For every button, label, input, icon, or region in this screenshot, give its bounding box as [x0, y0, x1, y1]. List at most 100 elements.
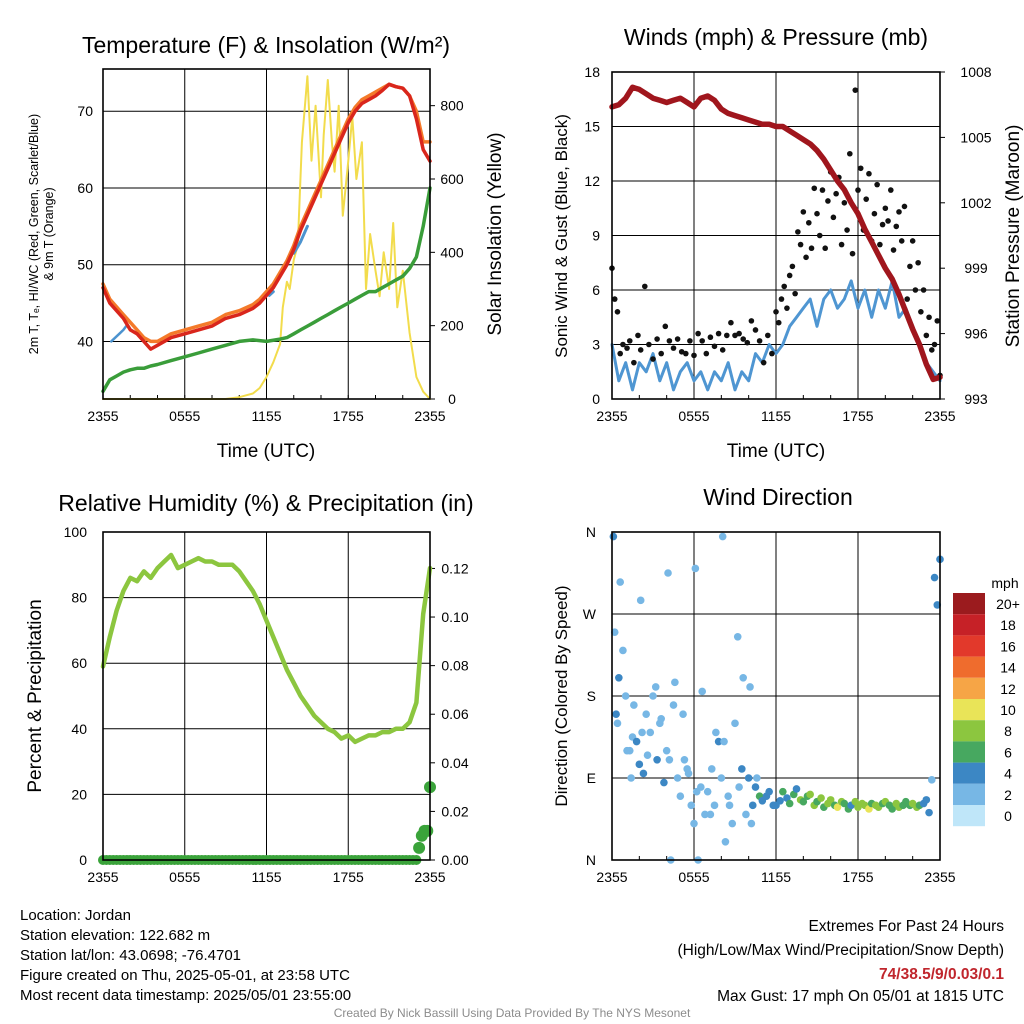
direction-point [710, 801, 719, 810]
direction-point [639, 769, 648, 778]
dir-chart-title: Wind Direction [703, 484, 853, 510]
max-gust-text: Max Gust: 17 mph On 05/01 at 1815 UTC [717, 988, 1004, 1005]
extremes-subtitle: (High/Low/Max Wind/Precipitation/Snow De… [677, 942, 1005, 959]
direction-point [691, 564, 700, 573]
gust-point [786, 272, 793, 279]
direction-point [630, 701, 638, 709]
gust-point [760, 359, 767, 366]
legend-swatch [953, 805, 985, 827]
temp-x-tick-label: 0555 [169, 408, 200, 424]
gust-point [781, 283, 787, 290]
wind-x-tick-label: 1155 [761, 408, 791, 424]
temp-y-tick-label: 60 [77, 180, 93, 196]
gust-point [662, 323, 669, 330]
temp-y-axis-label-1: 2m T, Tₑ, HI/WC (Red, Green, Scarlet/Blu… [27, 114, 41, 354]
gust-point [877, 241, 883, 248]
direction-point [649, 692, 657, 700]
gust-point [896, 209, 902, 215]
gust-point [847, 150, 853, 157]
gust-point [784, 305, 790, 311]
gust-point [874, 181, 880, 188]
direction-point [735, 783, 743, 791]
wind-x-tick-label: 2355 [596, 408, 627, 424]
gust-point [934, 318, 941, 324]
wind-y2-axis-label: Station Pressure (Maroon) [1003, 125, 1024, 348]
direction-point [612, 710, 620, 719]
gust-point [822, 245, 828, 252]
temp-series-line [109, 324, 128, 343]
gust-point [715, 330, 722, 337]
legend-label: 14 [1000, 660, 1016, 676]
gust-point [635, 332, 641, 339]
temp-y-tick-label: 70 [77, 103, 93, 119]
direction-point [799, 797, 808, 806]
legend-swatch [953, 656, 985, 678]
gust-point [797, 241, 804, 248]
gust-point [918, 309, 924, 315]
direction-point [826, 796, 835, 804]
wind-y-tick-label: 9 [592, 228, 600, 244]
legend-label: 18 [1000, 617, 1016, 633]
direction-point [707, 765, 716, 773]
direction-point [792, 785, 801, 793]
gust-point [691, 352, 697, 359]
wind-x-tick-label: 0555 [678, 408, 709, 424]
wind-y2-tick-label: 1005 [960, 129, 991, 145]
gust-point [803, 254, 809, 261]
direction-point [721, 837, 730, 846]
direction-point [680, 755, 689, 764]
gust-point [885, 218, 891, 224]
direction-point [840, 799, 849, 808]
rh-y2-tick-label: 0.04 [441, 755, 468, 771]
temp-y2-tick-label: 200 [440, 318, 464, 334]
direction-point [610, 628, 619, 637]
rh-x-tick-label: 2355 [414, 869, 445, 885]
direction-point [657, 714, 665, 723]
gust-point [620, 341, 626, 348]
gust-point [855, 187, 861, 193]
direction-point [765, 787, 773, 796]
gust-point [719, 347, 726, 353]
gust-point [752, 327, 759, 333]
gust-point [909, 238, 916, 244]
temp-series-line [267, 290, 275, 297]
rh-y2-tick-label: 0.06 [441, 706, 468, 722]
wind-x-axis-label: Time (UTC) [727, 441, 826, 462]
location-text: Location: Jordan [20, 907, 131, 924]
gust-point [800, 209, 807, 215]
dir-x-tick-label: 0555 [678, 869, 709, 885]
rh-y-tick-label: 100 [64, 524, 88, 540]
gust-point [626, 338, 633, 344]
gust-point [670, 345, 677, 351]
rh-y-tick-label: 0 [79, 852, 87, 868]
rh-x-tick-label: 1755 [333, 869, 364, 885]
gust-point [806, 219, 812, 226]
direction-point [833, 803, 842, 811]
gust-point [912, 287, 919, 293]
direction-point [742, 810, 750, 819]
temp-x-axis-label: Time (UTC) [217, 441, 316, 462]
extremes-values: 74/38.5/9/0.03/0.1 [879, 966, 1004, 983]
temp-y2-axis-label: Solar Insolation (Yellow) [485, 132, 506, 335]
precip-point [421, 824, 434, 837]
direction-point [690, 819, 698, 828]
direction-point [706, 810, 715, 819]
direction-point [679, 710, 687, 719]
gust-point [926, 314, 932, 321]
gust-point [852, 87, 859, 93]
gust-point [789, 263, 796, 270]
legend-label: 8 [1004, 723, 1012, 739]
temp-series-line [101, 82, 432, 351]
gust-point [674, 336, 681, 342]
direction-point [635, 760, 644, 769]
legend-label: 0 [1004, 808, 1012, 824]
direction-point [746, 683, 754, 691]
gust-point [814, 210, 820, 217]
legend-label: 20+ [996, 596, 1020, 612]
gust-point [844, 227, 850, 233]
legend-swatch [953, 593, 985, 615]
credit-text: Created By Nick Bassill Using Data Provi… [333, 1006, 691, 1020]
wind-y-tick-label: 12 [584, 173, 600, 189]
direction-point [718, 532, 727, 541]
gust-point [765, 332, 771, 339]
